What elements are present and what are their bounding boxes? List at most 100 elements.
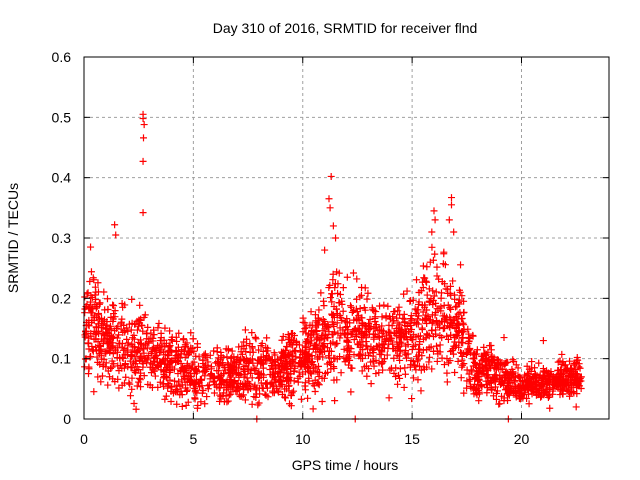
data-point [447, 319, 455, 327]
data-point [140, 134, 147, 142]
data-point [113, 334, 121, 342]
data-point [175, 378, 183, 386]
data-point [180, 372, 188, 380]
data-point [241, 396, 249, 404]
data-point [257, 342, 265, 350]
x-tick-label: 5 [189, 431, 197, 447]
data-point [432, 326, 440, 334]
data-point [339, 307, 347, 315]
data-point [423, 291, 431, 299]
data-point [139, 363, 147, 371]
data-point [309, 345, 317, 353]
data-point [155, 319, 163, 327]
data-point [308, 327, 316, 335]
data-point [432, 317, 440, 325]
data-point [476, 361, 484, 369]
data-point [476, 381, 484, 389]
data-point [372, 323, 380, 331]
data-point [454, 357, 462, 365]
data-point [309, 361, 317, 369]
data-point [555, 370, 563, 378]
x-axis-label: GPS time / hours [292, 457, 399, 473]
data-point [168, 333, 176, 341]
data-point [244, 378, 252, 386]
data-point [509, 371, 517, 379]
data-point [89, 347, 97, 355]
data-point [428, 365, 436, 373]
data-point [330, 322, 338, 330]
data-point [179, 336, 187, 344]
data-point [127, 326, 135, 334]
data-point [305, 353, 313, 361]
data-point [364, 352, 372, 360]
data-point [335, 299, 343, 307]
data-point [353, 308, 361, 316]
data-point [84, 339, 92, 347]
data-point [509, 356, 517, 364]
data-point [563, 367, 571, 375]
data-point [152, 345, 160, 353]
data-point [361, 306, 369, 314]
data-point [153, 361, 161, 369]
data-point [223, 353, 231, 361]
data-point [144, 380, 152, 388]
data-point [268, 379, 276, 387]
data-point [111, 221, 119, 229]
data-point [379, 344, 387, 352]
data-point [483, 380, 491, 388]
data-point [108, 363, 116, 371]
data-point [306, 321, 314, 329]
data-point [539, 380, 547, 388]
data-point [248, 343, 256, 351]
data-point [401, 364, 409, 372]
data-point [365, 330, 373, 338]
data-point [251, 381, 259, 389]
data-point [133, 326, 141, 334]
data-point [88, 294, 96, 302]
data-point [154, 342, 162, 350]
data-point [339, 284, 347, 292]
data-point [269, 365, 277, 373]
data-point [566, 357, 574, 365]
data-point [286, 351, 294, 359]
data-point [127, 348, 135, 356]
data-point [230, 365, 238, 373]
data-point [124, 363, 132, 371]
data-point [332, 234, 340, 242]
data-point [132, 405, 140, 413]
data-point [96, 347, 104, 355]
data-point [301, 325, 309, 333]
data-point [438, 317, 446, 325]
data-point [90, 316, 98, 324]
data-point [514, 364, 522, 372]
data-point [473, 384, 481, 392]
data-point [118, 300, 126, 308]
data-point [491, 383, 499, 391]
data-point [457, 339, 465, 347]
data-point [304, 394, 312, 402]
data-point [128, 334, 136, 342]
data-point [333, 339, 341, 347]
data-point [414, 376, 422, 384]
data-point [216, 356, 224, 364]
data-point [304, 335, 312, 343]
data-point [344, 345, 352, 353]
data-point [395, 303, 403, 311]
data-point [157, 348, 165, 356]
data-point [117, 325, 125, 333]
data-point [353, 314, 361, 322]
x-tick-label: 0 [80, 431, 88, 447]
data-point [338, 316, 346, 324]
data-point [257, 379, 265, 387]
data-point [330, 376, 338, 384]
data-point [240, 383, 248, 391]
data-point [407, 361, 415, 369]
data-point [409, 374, 417, 382]
data-point [271, 358, 279, 366]
data-point [342, 331, 350, 339]
data-point [160, 382, 168, 390]
data-point [118, 315, 126, 323]
data-point [396, 365, 404, 373]
data-point [283, 377, 291, 385]
